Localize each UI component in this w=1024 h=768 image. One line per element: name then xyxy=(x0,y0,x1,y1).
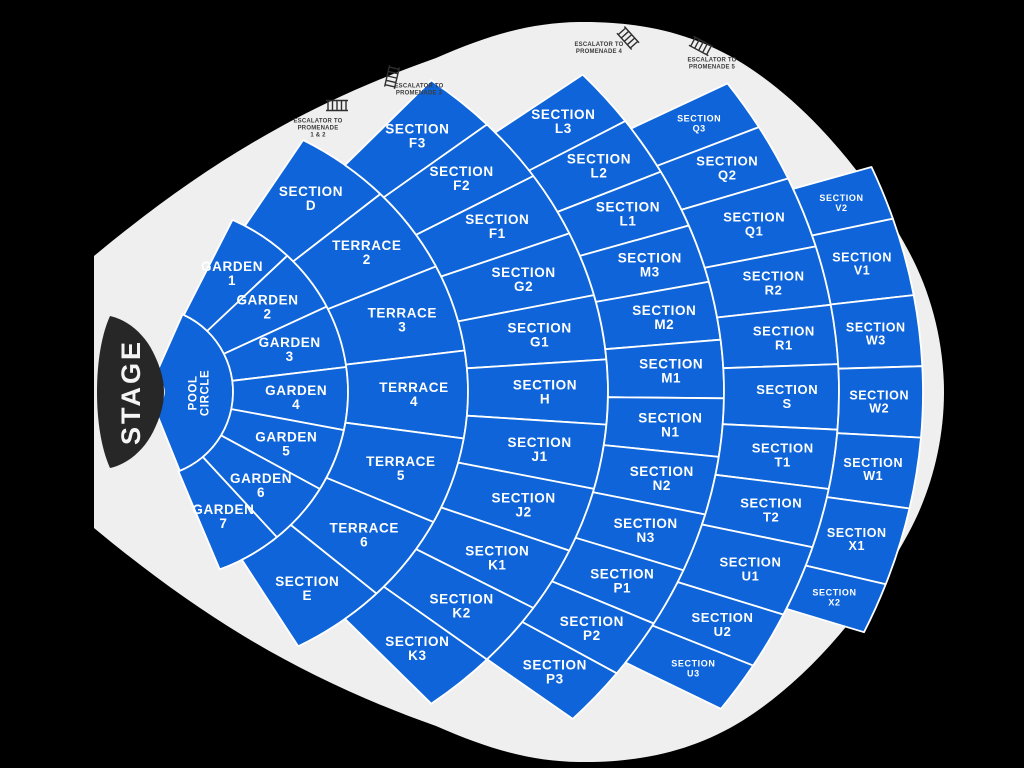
section-s[interactable] xyxy=(721,363,840,431)
section-p3[interactable] xyxy=(486,621,618,720)
escalator-promenade-1-2: ESCALATOR TO PROMENADE 1 & 2 xyxy=(293,99,348,139)
stage-label: STAGE xyxy=(116,339,146,445)
escalator-ladder-icon xyxy=(688,35,714,57)
escalator-promenade-5-label: ESCALATOR TO PROMENADE 5 xyxy=(687,58,736,71)
section-x2[interactable] xyxy=(785,564,887,634)
section-w3[interactable] xyxy=(829,294,924,370)
section-k3[interactable] xyxy=(344,585,488,705)
escalator-promenade-4-label: ESCALATOR TO PROMENADE 4 xyxy=(574,42,623,55)
escalator-promenade-1-2-label: ESCALATOR TO PROMENADE 1 & 2 xyxy=(293,119,342,139)
escalators-layer: ESCALATOR TO PROMENADE 1 & 2 ESCALATOR TO PR… xyxy=(293,26,736,139)
escalator-promenade-5: ESCALATOR TO PROMENADE 5 xyxy=(687,35,736,71)
section-h[interactable] xyxy=(466,358,609,426)
section-w1[interactable] xyxy=(826,432,922,510)
escalator-ladder-icon xyxy=(616,26,640,50)
section-m1[interactable] xyxy=(604,338,725,400)
escalator-ladder-icon xyxy=(383,64,401,90)
escalator-promenade-4: ESCALATOR TO PROMENADE 4 xyxy=(574,26,640,55)
stage xyxy=(97,316,164,468)
escalator-ladder-icon xyxy=(326,99,348,112)
escalator-promenade-3-label: ESCALATOR TO PROMENADE 3 xyxy=(394,84,443,97)
escalator-promenade-3: ESCALATOR TO PROMENADE 3 xyxy=(383,64,443,97)
section-u3[interactable] xyxy=(624,624,754,710)
section-w2[interactable] xyxy=(836,365,924,439)
